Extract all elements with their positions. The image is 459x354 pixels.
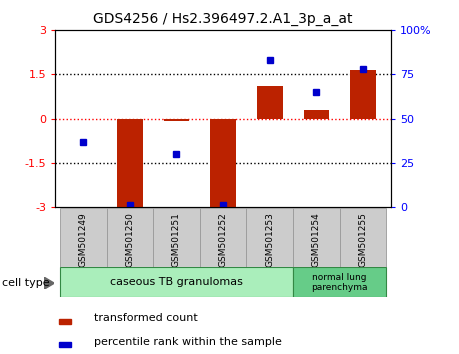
Text: normal lung
parenchyma: normal lung parenchyma [311,273,367,292]
Bar [117,119,142,207]
Bar [153,208,199,267]
Text: GSM501252: GSM501252 [218,212,227,267]
Bar [163,119,189,121]
Bar [257,86,282,119]
Text: GSM501254: GSM501254 [311,212,320,267]
Text: caseous TB granulomas: caseous TB granulomas [110,277,242,287]
Bar [59,342,71,347]
Bar [199,208,246,267]
Polygon shape [44,277,54,289]
Bar [303,110,329,119]
Text: GSM501249: GSM501249 [78,212,88,267]
Text: GSM501250: GSM501250 [125,212,134,267]
Bar [59,319,71,324]
Text: percentile rank within the sample: percentile rank within the sample [94,337,281,347]
Text: GSM501253: GSM501253 [265,212,274,267]
Bar [339,208,386,267]
Bar [106,208,153,267]
Text: cell type: cell type [2,278,50,288]
Bar [349,70,375,119]
Text: GSM501251: GSM501251 [172,212,180,267]
Bar [292,208,339,267]
Text: GSM501255: GSM501255 [358,212,367,267]
Bar [60,208,106,267]
Bar [292,267,386,297]
Bar [60,267,292,297]
Bar [210,119,235,207]
Text: transformed count: transformed count [94,313,198,323]
Title: GDS4256 / Hs2.396497.2.A1_3p_a_at: GDS4256 / Hs2.396497.2.A1_3p_a_at [93,12,352,26]
Bar [246,208,292,267]
